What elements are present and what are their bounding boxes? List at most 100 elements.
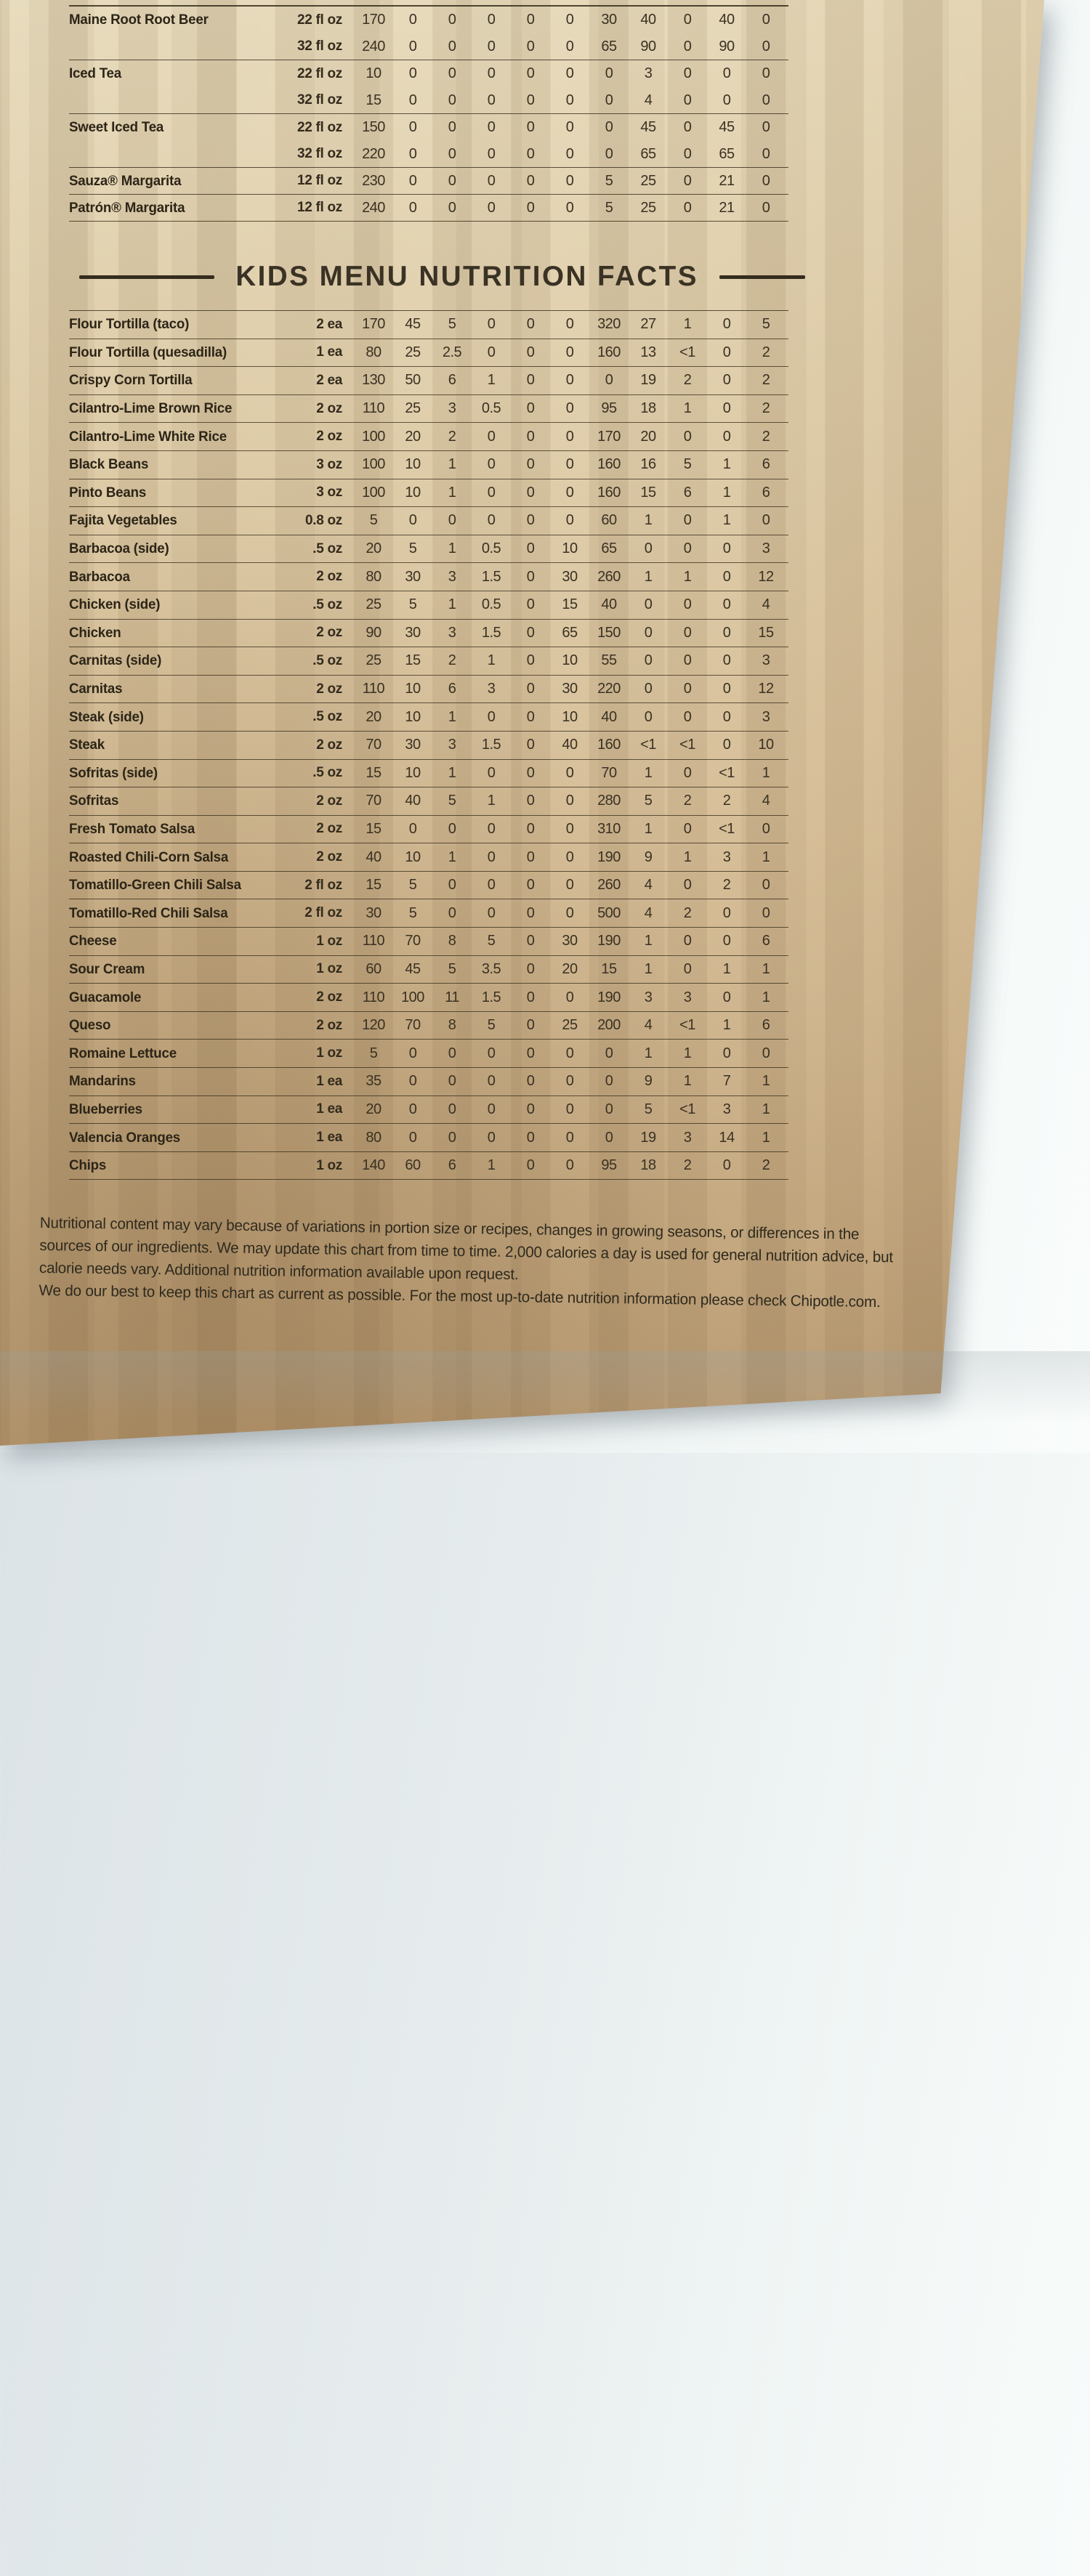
nutrition-value: <1 (640, 737, 656, 753)
nutrition-value: 0 (487, 484, 496, 501)
nutrition-value: 0 (565, 119, 574, 135)
nutrition-value: 40 (601, 708, 617, 725)
nutrition-value: 0 (722, 568, 731, 585)
nutrition-value: 15 (405, 652, 421, 669)
nutrition-value: 0 (526, 119, 535, 135)
nutrition-value: 0 (683, 12, 692, 28)
nutrition-value: 2 (762, 1157, 770, 1174)
nutrition-value: 170 (362, 316, 385, 333)
nutrition-value: 0 (526, 652, 535, 669)
table-row: Barbacoa 2 oz 80 30 3 1.5 0 30 260 1 1 0 12 (69, 563, 788, 591)
nutrition-value: 10 (562, 708, 578, 725)
nutrition-value: 0 (762, 145, 770, 162)
nutrition-value: 15 (366, 92, 382, 108)
nutrition-value: 8 (448, 933, 456, 949)
nutrition-value: 0 (762, 904, 770, 921)
table-row: Cheese 1 oz 110 70 8 5 0 30 190 1 0 0 6 (69, 928, 788, 956)
serving-size: 1 oz (316, 1045, 342, 1061)
nutrition-value: 40 (405, 793, 421, 809)
nutrition-value: 110 (362, 933, 385, 949)
nutrition-value: 100 (362, 428, 385, 445)
nutrition-value: 0 (408, 1129, 417, 1146)
item-name: Tomatillo-Green Chili Salsa (69, 877, 241, 894)
nutrition-value: 0 (722, 652, 731, 669)
nutrition-value: 0 (487, 512, 496, 529)
nutrition-value: 0 (683, 596, 692, 613)
nutrition-value: 170 (362, 12, 385, 28)
document-code: STNDRD-SPRGRNS-JAN2020 (541, 2549, 767, 2575)
nutrition-value: 0 (526, 1101, 535, 1117)
nutrition-value: 5 (644, 1101, 653, 1117)
nutrition-value: 0 (762, 38, 770, 54)
nutrition-value: 1 (762, 764, 770, 781)
nutrition-value: 15 (366, 764, 382, 781)
nutrition-value: 65 (601, 38, 617, 54)
table-row: Cilantro-Lime White Rice 2 oz 100 20 2 0 0 0 1… (69, 423, 788, 451)
nutrition-value: 0 (408, 1073, 417, 1090)
nutrition-value: 6 (762, 484, 770, 501)
table-row: Cilantro-Lime Brown Rice 2 oz 110 25 3 0.5 0… (69, 395, 788, 424)
nutrition-value: 240 (362, 199, 385, 216)
nutrition-value: 0 (487, 119, 496, 135)
item-name: Sour Cream (69, 960, 145, 977)
table-row: Romaine Lettuce 1 oz 5 0 0 0 0 0 0 1 1 0 0 (69, 1040, 788, 1069)
nutrition-value: 25 (562, 1017, 578, 1034)
nutrition-value: 15 (562, 596, 578, 613)
nutrition-value: 5 (605, 172, 613, 189)
nutrition-value: 0 (487, 848, 496, 865)
nutrition-value: 100 (401, 989, 424, 1005)
nutrition-value: 5 (408, 877, 417, 894)
nutrition-value: 0 (644, 652, 653, 669)
nutrition-value: 5 (683, 456, 692, 473)
nutrition-value: 3 (448, 400, 456, 417)
table-row: Fajita Vegetables 0.8 oz 5 0 0 0 0 0 60 1 0 1 0 (69, 507, 788, 535)
nutrition-value: 70 (405, 933, 421, 949)
nutrition-value: 2 (762, 428, 770, 445)
nutrition-value: 0 (565, 38, 574, 54)
serving-size: 32 fl oz (296, 39, 342, 54)
serving-size: 2 oz (316, 400, 342, 416)
nutrition-value: 3 (448, 737, 456, 753)
nutrition-value: 10 (366, 65, 382, 81)
nutrition-value: 0 (526, 12, 535, 28)
nutrition-value: 0 (448, 12, 456, 28)
item-name: Tomatillo-Red Chili Salsa (69, 904, 228, 921)
nutrition-value: 30 (405, 568, 421, 585)
nutrition-value: 5 (408, 596, 417, 613)
nutrition-value: 0 (526, 540, 535, 557)
nutrition-value: 6 (448, 681, 456, 697)
nutrition-value: 6 (448, 372, 456, 389)
nutrition-value: 0 (565, 316, 574, 333)
table-row: Carnitas 2 oz 110 10 6 3 0 30 220 0 0 0 12 (69, 676, 788, 704)
nutrition-value: 0 (448, 820, 456, 837)
nutrition-value: 40 (719, 12, 735, 28)
nutrition-value: 0 (644, 596, 653, 613)
nutrition-value: 30 (405, 624, 421, 641)
nutrition-value: 70 (601, 764, 617, 781)
nutrition-value: 0 (408, 145, 417, 162)
nutrition-value: 0 (487, 92, 496, 108)
nutrition-value: 1 (448, 540, 456, 557)
nutrition-value: 0 (526, 92, 535, 108)
nutrition-value: 40 (366, 848, 382, 865)
nutrition-value: 0 (526, 960, 535, 977)
table-row: 32 fl oz 220 0 0 0 0 0 0 65 0 65 0 (69, 141, 788, 168)
nutrition-value: 0 (683, 119, 692, 135)
nutrition-value: 80 (366, 344, 382, 360)
table-row: Sour Cream 1 oz 60 45 5 3.5 0 20 15 1 0 1 1 (69, 956, 788, 984)
item-name: Chicken (69, 624, 121, 641)
nutrition-value: 0 (408, 12, 417, 28)
serving-size: .5 oz (312, 596, 342, 612)
serving-size: 2 oz (316, 821, 342, 837)
nutrition-value: 0 (448, 172, 456, 189)
nutrition-value: 160 (597, 484, 621, 501)
item-name: Cilantro-Lime Brown Rice (69, 400, 233, 417)
nutrition-value: 0 (487, 456, 496, 473)
nutrition-value: 0 (722, 400, 731, 417)
nutrition-value: 2 (683, 372, 692, 389)
nutrition-value: 0 (526, 877, 535, 894)
nutrition-value: 1 (762, 1101, 770, 1117)
nutrition-value: 5 (408, 904, 417, 921)
table-row: Valencia Oranges 1 ea 80 0 0 0 0 0 0 19 3 14 1 (69, 1124, 788, 1152)
serving-size: 32 fl oz (296, 92, 342, 108)
